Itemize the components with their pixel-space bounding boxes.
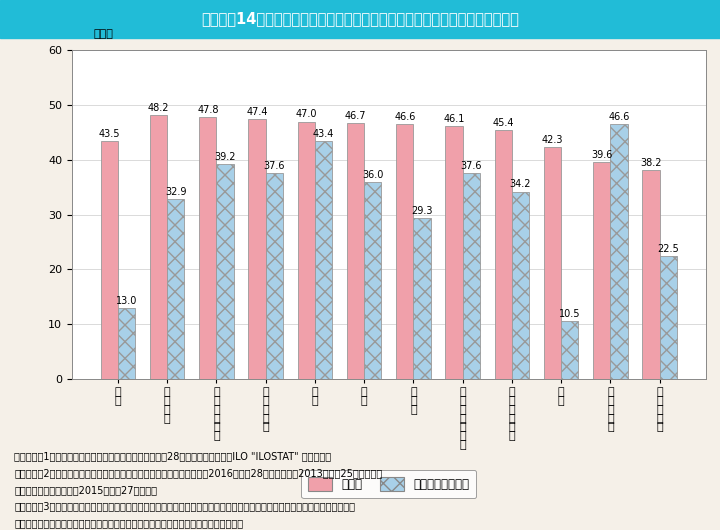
Text: 43.4: 43.4 <box>313 129 334 139</box>
Bar <box>150 115 167 379</box>
Bar <box>660 256 677 379</box>
Text: 39.6: 39.6 <box>591 150 613 160</box>
Text: （％）: （％） <box>94 29 113 39</box>
Text: 46.6: 46.6 <box>394 111 415 121</box>
Text: 47.0: 47.0 <box>296 109 317 119</box>
Bar <box>266 173 283 379</box>
Text: 34.2: 34.2 <box>510 180 531 189</box>
Legend: 就業者, 管理的職業従事者: 就業者, 管理的職業従事者 <box>301 470 477 498</box>
Text: 3．総務省「労働力調査」では，「管理的職業従事者」とは，就業者のうち，会社役員，企業の課長相当職以上，管理: 3．総務省「労働力調査」では，「管理的職業従事者」とは，就業者のうち，会社役員，… <box>14 501 356 511</box>
Text: 他の国は2015（平成27）年の値: 他の国は2015（平成27）年の値 <box>14 484 158 494</box>
Text: 38.2: 38.2 <box>640 157 662 167</box>
Bar <box>642 170 660 379</box>
Text: （備考）　1．総務省「労働力調査（基本集計）」（平成28年），その他の国はILO "ILOSTAT" より作成。: （備考） 1．総務省「労働力調査（基本集計）」（平成28年），その他の国はILO… <box>14 452 331 461</box>
Bar <box>593 162 611 379</box>
Bar <box>217 164 234 379</box>
Bar <box>167 199 184 379</box>
Text: 48.2: 48.2 <box>148 103 169 113</box>
Text: 37.6: 37.6 <box>264 161 285 171</box>
Text: 22.5: 22.5 <box>657 243 679 253</box>
Text: 46.7: 46.7 <box>345 111 366 121</box>
Text: 36.0: 36.0 <box>362 170 384 180</box>
Bar <box>561 321 578 379</box>
Text: 45.4: 45.4 <box>492 118 514 128</box>
Bar <box>413 218 431 379</box>
Text: Ｉ－２－14図　就業者及び管理的職業従事者に占める女性の割合（国際比較）: Ｉ－２－14図 就業者及び管理的職業従事者に占める女性の割合（国際比較） <box>201 11 519 26</box>
Text: 42.3: 42.3 <box>541 135 563 145</box>
Text: 的公務員等。また，「管理的職業従事者」の定義は国によって異なる。: 的公務員等。また，「管理的職業従事者」の定義は国によって異なる。 <box>14 518 243 528</box>
Bar <box>298 121 315 379</box>
Bar <box>199 117 217 379</box>
Bar <box>118 308 135 379</box>
Bar <box>347 123 364 379</box>
Bar <box>315 142 332 379</box>
Text: 13.0: 13.0 <box>116 296 138 306</box>
Text: 39.2: 39.2 <box>215 152 236 162</box>
Bar <box>463 173 480 379</box>
Bar <box>544 147 561 379</box>
Bar <box>364 182 382 379</box>
Bar <box>248 119 266 379</box>
Bar <box>101 141 118 379</box>
Text: 10.5: 10.5 <box>559 309 580 319</box>
Text: 37.6: 37.6 <box>461 161 482 171</box>
Bar <box>396 123 413 379</box>
Bar <box>495 130 512 379</box>
Bar <box>512 192 529 379</box>
Text: 43.5: 43.5 <box>99 128 120 138</box>
Text: 47.4: 47.4 <box>246 107 268 117</box>
Text: 46.6: 46.6 <box>608 111 630 121</box>
Bar <box>611 123 628 379</box>
Text: 32.9: 32.9 <box>165 187 186 197</box>
Bar <box>446 127 463 379</box>
Text: 2．フランス，スウェーデン，ノルウェー，英国及びドイツは2016（平成28）年，米国は2013（平成25）年．その: 2．フランス，スウェーデン，ノルウェー，英国及びドイツは2016（平成28）年，… <box>14 468 382 478</box>
Text: 46.1: 46.1 <box>444 114 464 125</box>
Text: 47.8: 47.8 <box>197 105 219 115</box>
Text: 29.3: 29.3 <box>411 206 433 216</box>
